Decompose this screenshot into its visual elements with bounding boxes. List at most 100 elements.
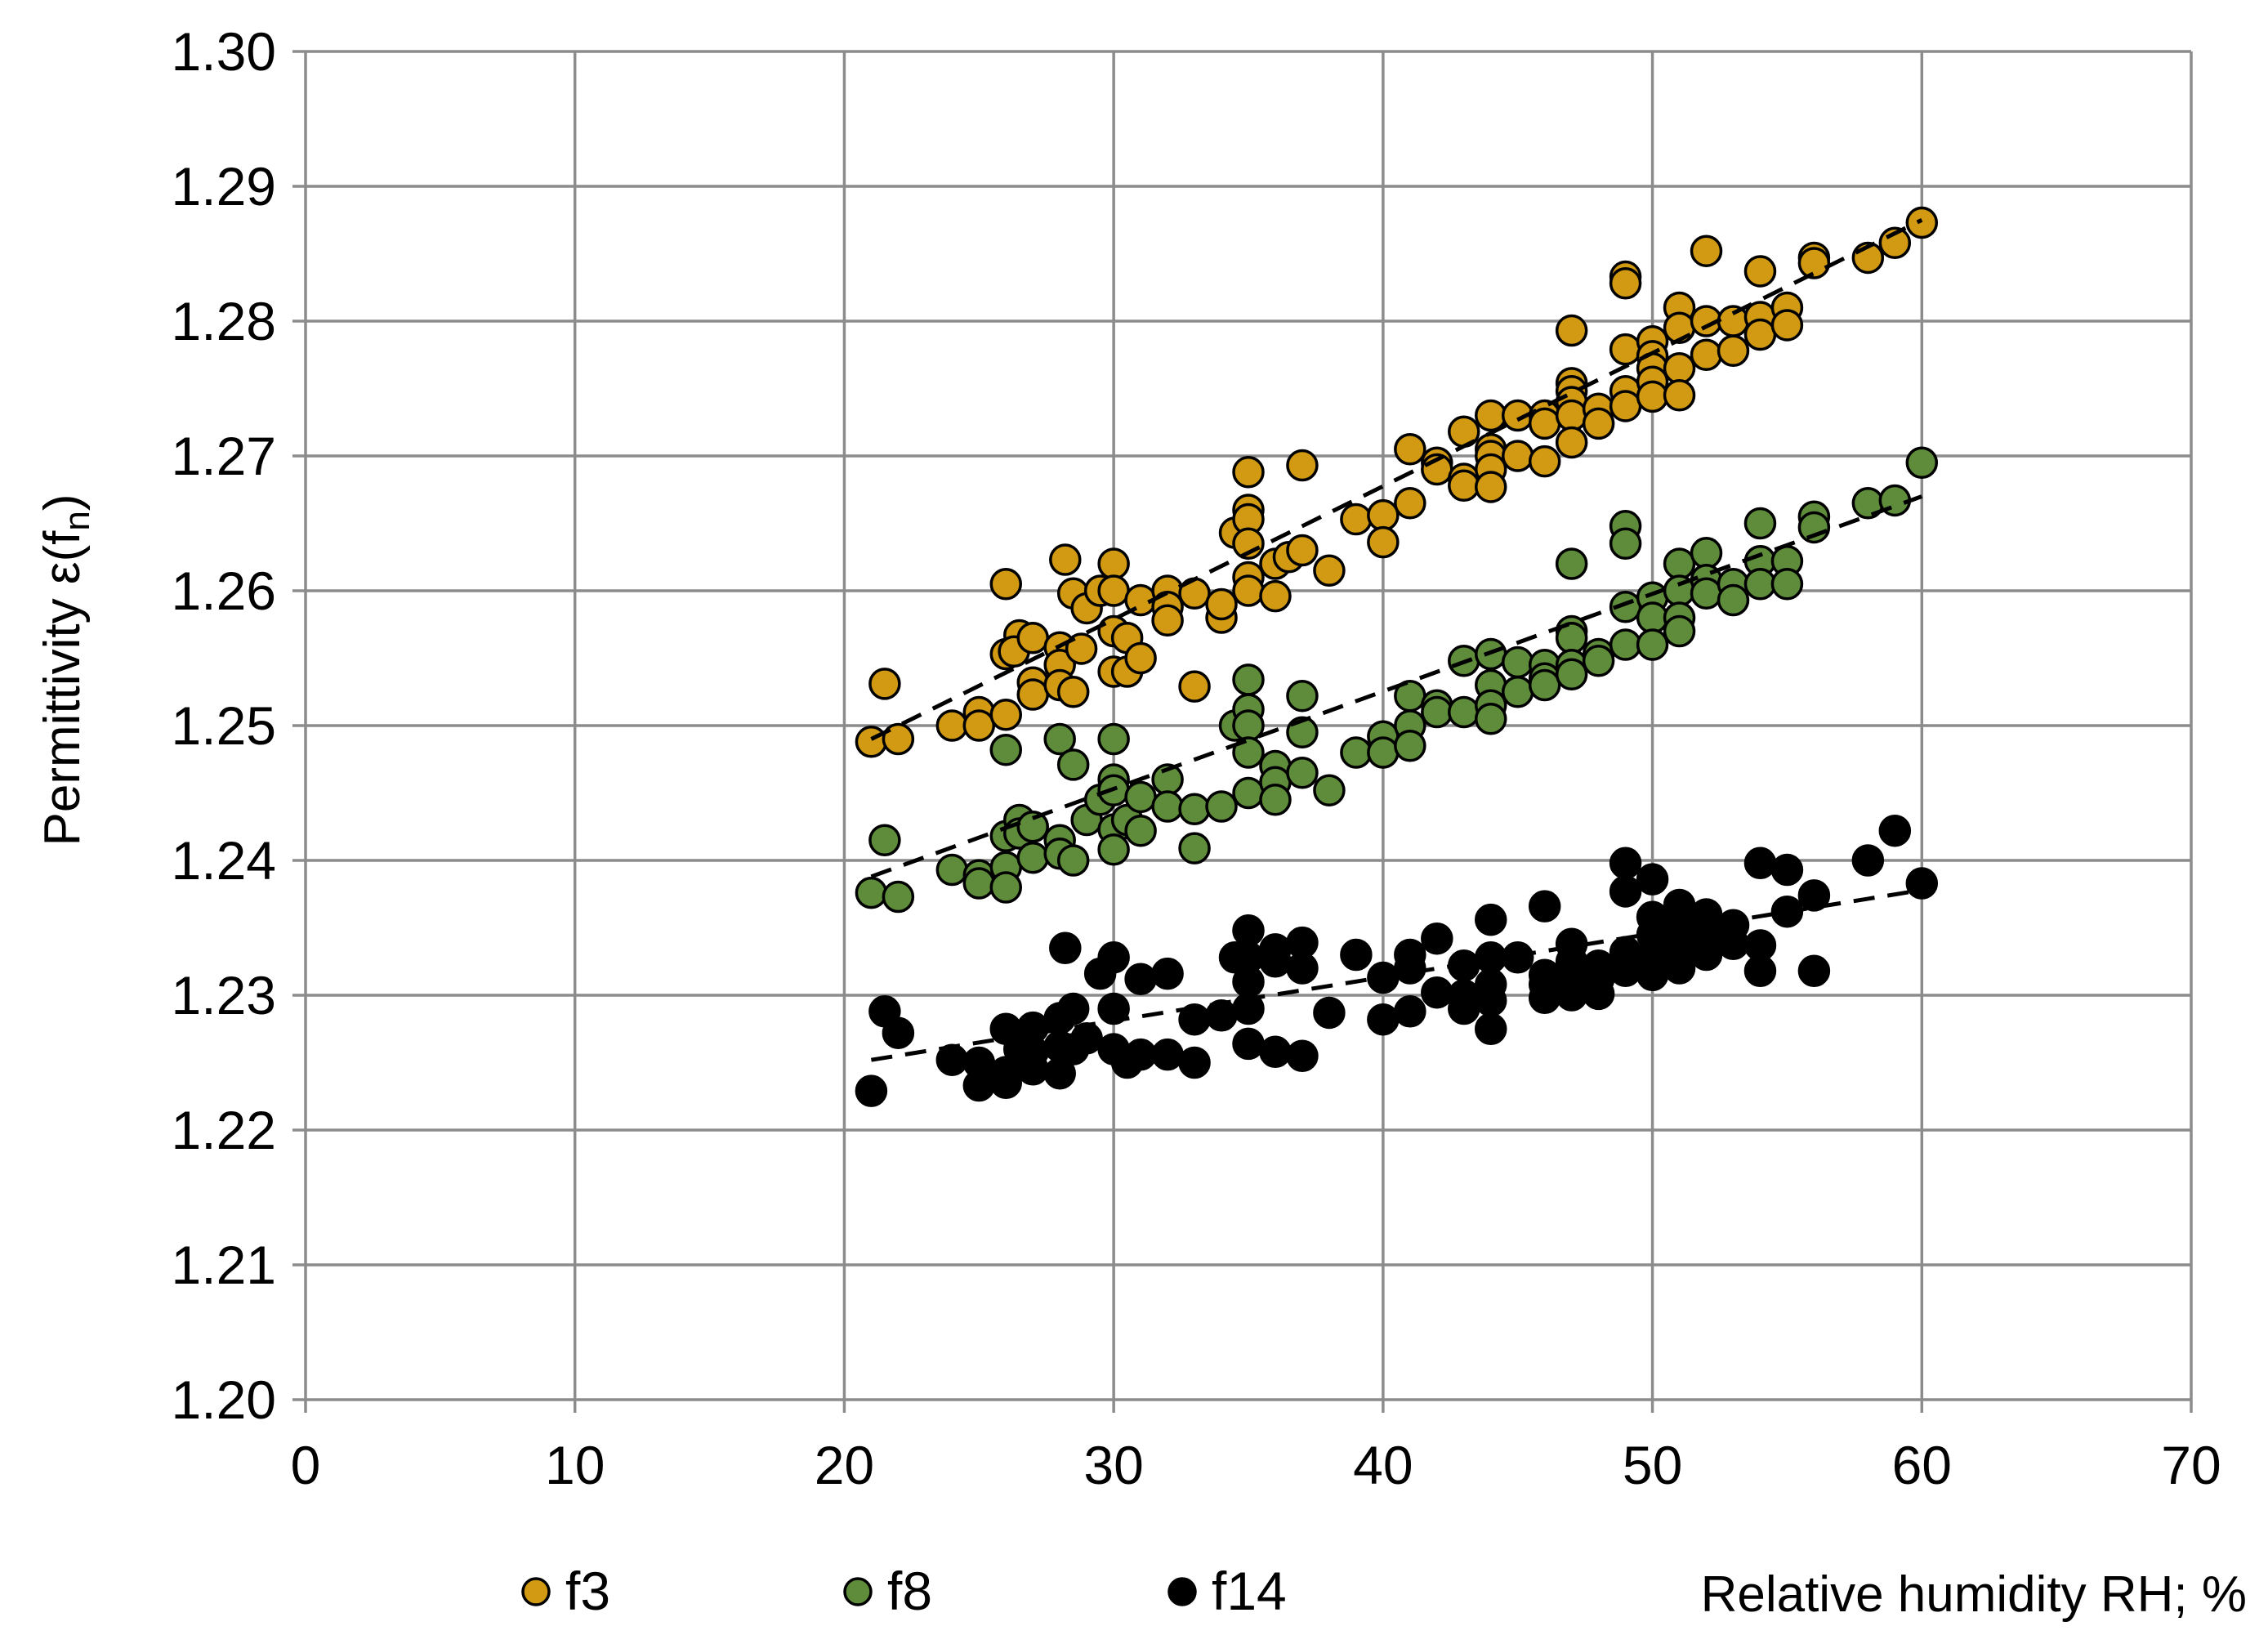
data-point-f14 [1609,847,1642,880]
data-point-f3 [1770,309,1804,342]
data-point-f8 [1232,663,1265,696]
data-point-f14 [1743,847,1777,880]
data-point-f3 [1905,206,1939,239]
trendline-f3 [870,218,1923,741]
data-point-f8 [1555,658,1588,691]
data-point-f8 [1743,507,1777,540]
x-tick-label: 20 [815,1435,874,1495]
data-point-f14 [1056,992,1090,1025]
data-point-f8 [1097,833,1130,866]
data-point-f14 [1124,963,1157,995]
data-point-f3 [1609,267,1642,300]
data-point-f14 [1770,853,1804,887]
data-point-f8 [989,733,1023,766]
data-point-f3 [1609,333,1642,366]
legend-label-f14: f14 [1212,1561,1287,1621]
y-axis-title-subscript: n [57,511,97,530]
y-tick-label: 1.24 [172,830,276,891]
data-point-f8 [1609,527,1642,560]
data-point-f14 [1528,981,1561,1015]
legend-marker-f8 [843,1577,873,1606]
data-point-f3 [935,709,969,742]
data-point-f3 [962,709,996,742]
data-point-f3 [1394,487,1426,520]
data-point-f3 [1501,440,1534,472]
data-point-f8 [1394,730,1426,762]
data-point-f3 [1065,632,1098,665]
data-point-f8 [1367,736,1400,769]
x-tick-label: 10 [545,1435,605,1495]
data-point-f14 [1178,1046,1211,1079]
data-point-f8 [1232,736,1265,769]
tick-labels: 1.20 1.21 1.22 1.23 1.24 1.25 1.26 1.27 1.28 1.29… [172,21,2221,1495]
data-point-f3 [1717,305,1750,337]
data-point-f14 [1905,867,1939,900]
data-point-f3 [1797,247,1831,279]
data-point-f3 [1743,255,1777,288]
data-point-f3 [1448,469,1480,503]
data-point-f8 [1636,601,1669,634]
data-point-f14 [1474,984,1507,1017]
data-point-f8 [1448,695,1480,729]
data-point-f8 [855,876,888,909]
data-point-f3 [1259,579,1292,613]
y-tick-label: 1.28 [172,291,276,351]
x-tick-label: 70 [2161,1435,2221,1495]
data-point-f3 [1232,456,1265,489]
data-point-f14 [1232,914,1265,947]
y-axis-title: Permittivity ε(fn) [34,494,97,846]
data-point-f14 [1555,979,1588,1012]
data-point-f8 [1178,793,1211,826]
data-point-f3 [989,568,1023,601]
data-point-f14 [1367,1003,1400,1036]
data-point-f14 [1124,1038,1157,1071]
data-point-f8 [1016,811,1049,843]
data-point-f3 [1528,445,1561,478]
data-point-f3 [1124,641,1157,675]
data-point-f14 [882,1016,915,1049]
y-tick-label: 1.25 [172,695,276,756]
data-point-f3 [1690,235,1723,267]
data-point-f3 [1663,352,1696,385]
data-point-f14 [1340,938,1373,972]
data-point-f3 [1286,449,1319,482]
data-point-f3 [1097,574,1130,607]
data-point-f8 [1636,628,1669,661]
data-point-f8 [1124,780,1157,814]
data-point-f3 [1056,676,1090,708]
y-tick-label: 1.21 [172,1235,276,1295]
data-point-f8 [1313,774,1346,806]
y-tick-label: 1.22 [172,1100,276,1160]
x-tick-label: 60 [1892,1435,1952,1495]
y-tick-label: 1.20 [172,1369,276,1430]
data-point-f14 [1878,814,1912,847]
data-point-f14 [962,1069,996,1102]
data-point-f8 [1016,841,1049,874]
data-point-f14 [1286,952,1319,985]
data-point-f8 [935,853,969,887]
data-point-f14 [1097,941,1130,974]
data-point-f8 [1528,668,1561,702]
x-tick-label: 30 [1083,1435,1143,1495]
y-tick-label: 1.29 [172,156,276,217]
data-point-f14 [1474,903,1507,936]
data-point-f8 [989,871,1023,904]
data-point-f8 [1690,577,1723,610]
data-points [855,206,1939,1107]
data-point-f3 [1367,525,1400,559]
data-point-f8 [1205,790,1238,823]
x-axis-title: Relative humidity RH; % [1701,1566,2247,1623]
data-point-f8 [1905,446,1939,479]
data-point-f14 [1743,954,1777,988]
series-f8 [855,446,1939,914]
data-point-f3 [1582,407,1615,440]
data-point-f8 [1501,676,1534,708]
data-point-f3 [1151,604,1184,637]
legend-label-f3: f3 [565,1561,610,1621]
data-point-f3 [882,722,915,756]
data-point-f8 [1474,703,1507,735]
data-point-f8 [1151,790,1184,823]
data-point-f3 [1663,379,1696,412]
data-point-f14 [1717,927,1750,961]
